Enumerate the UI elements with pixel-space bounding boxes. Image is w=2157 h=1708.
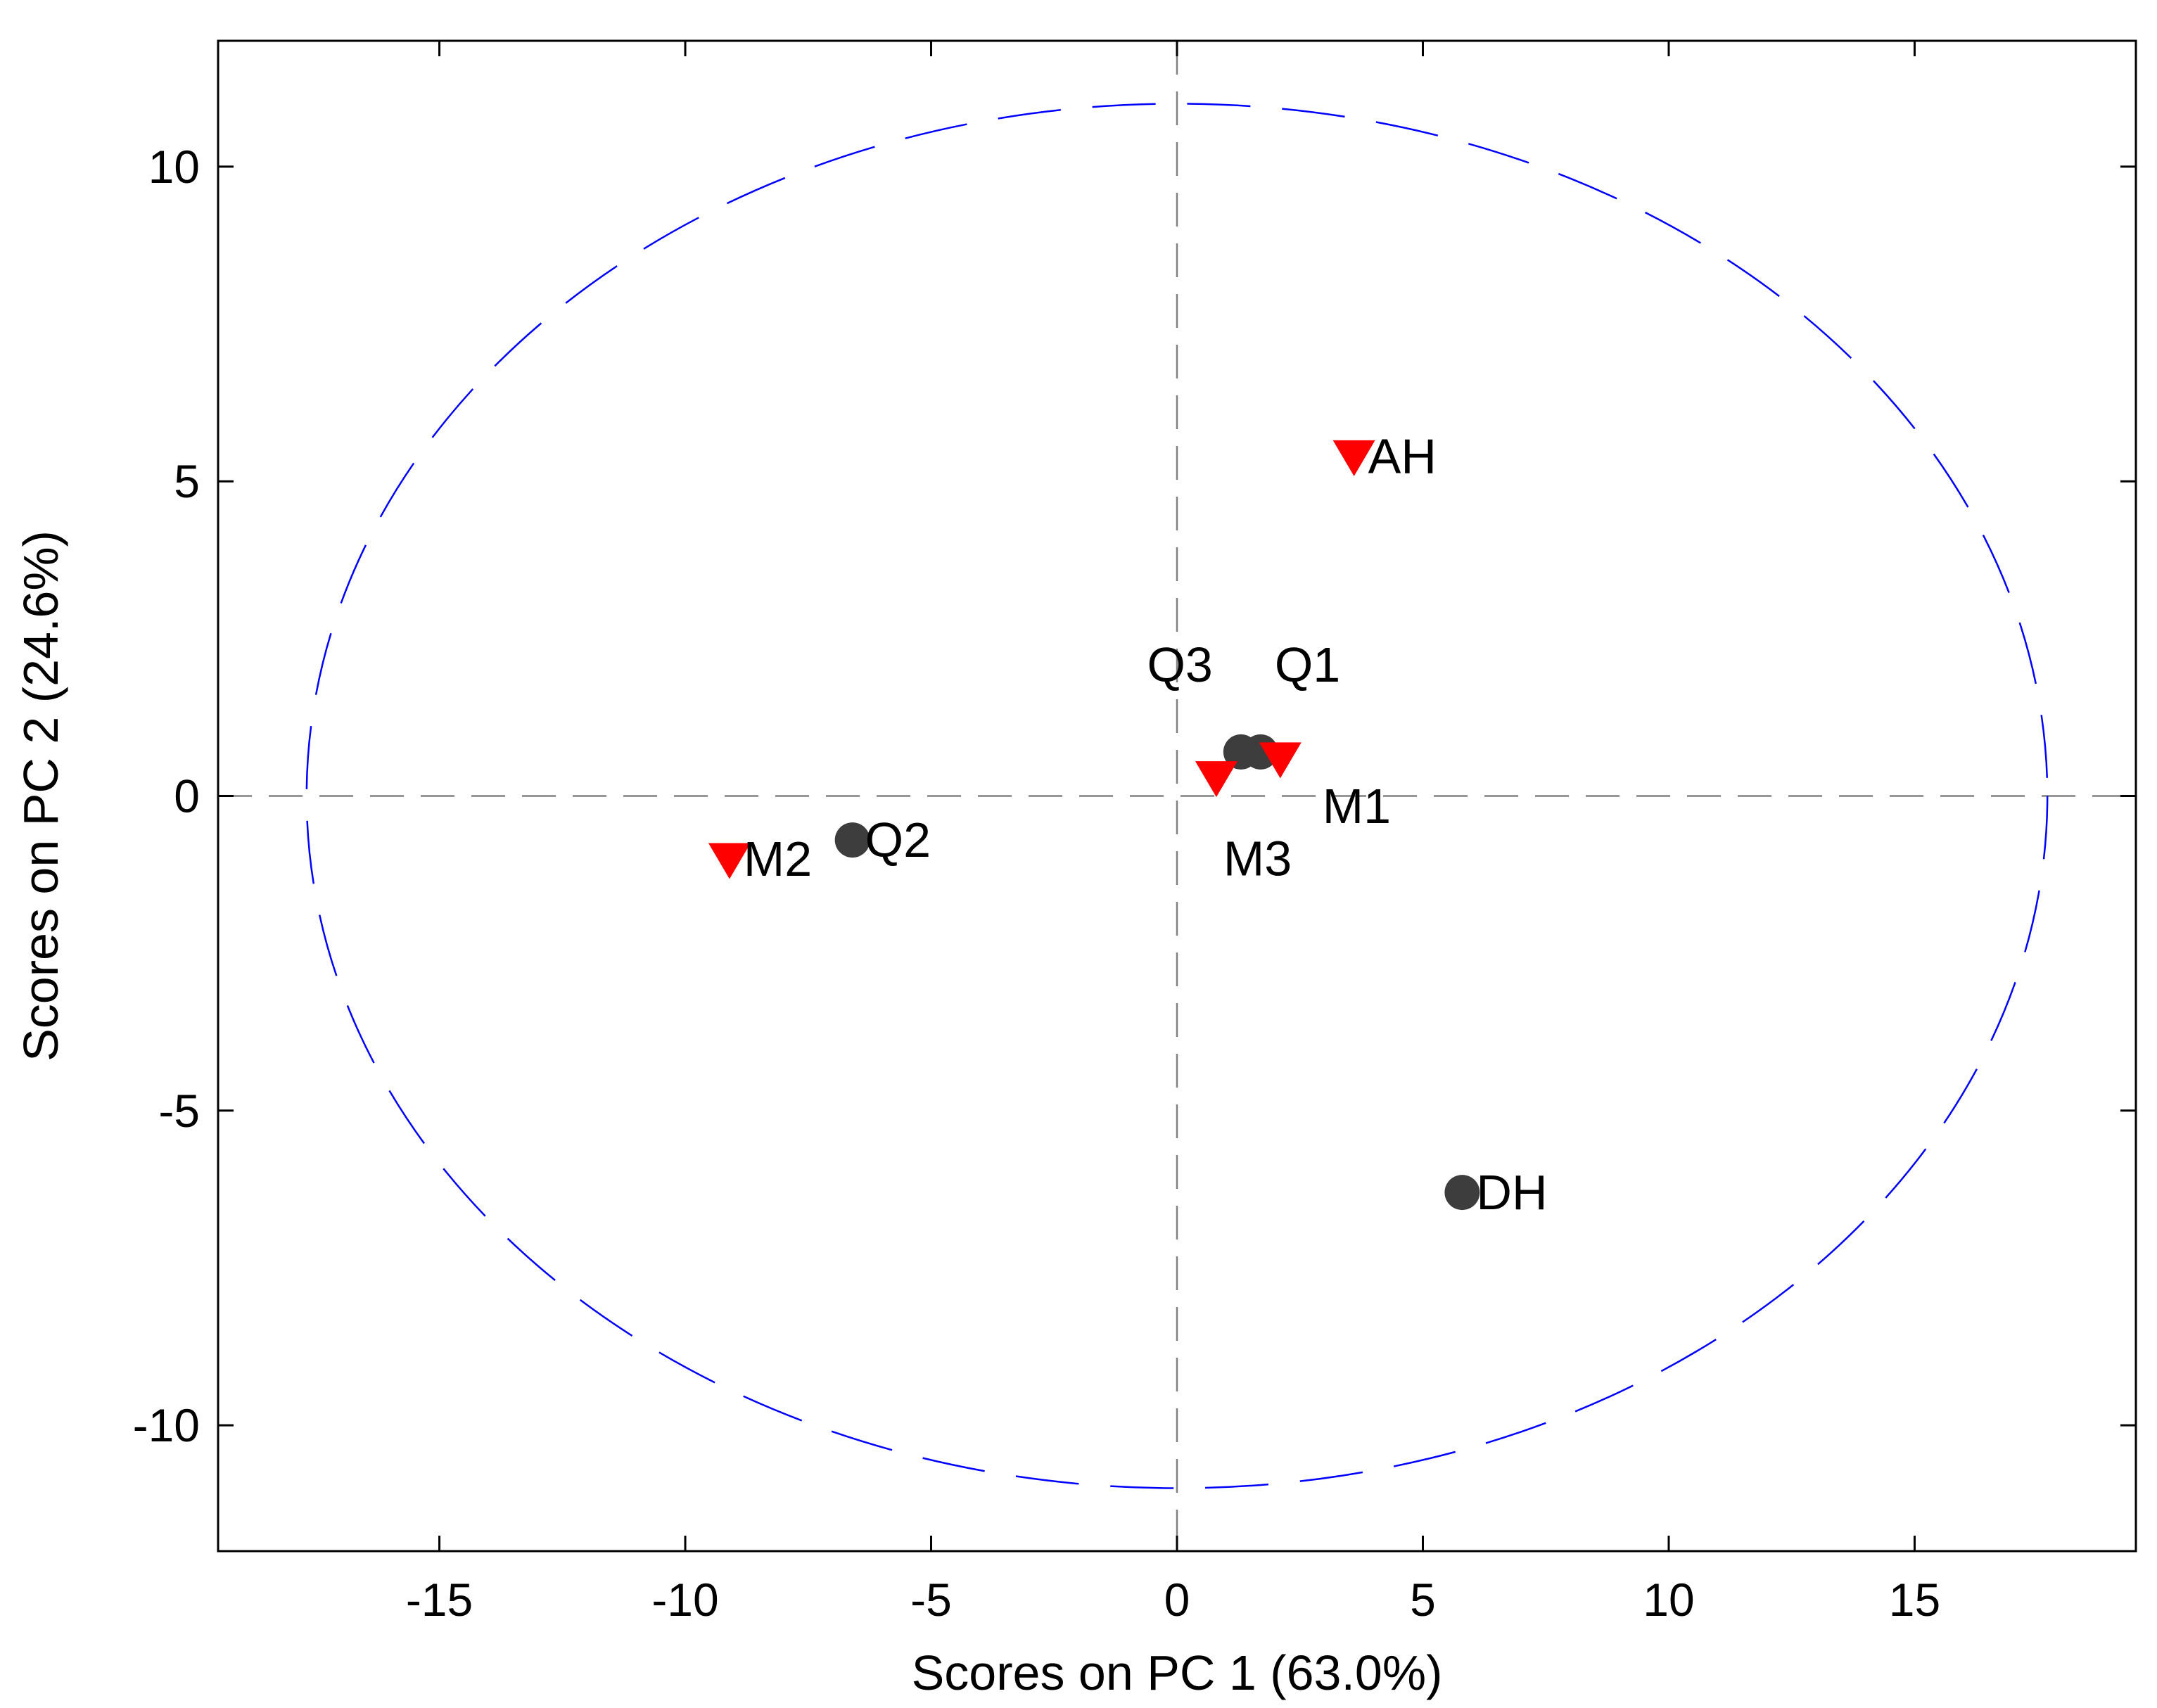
point-label-q3: Q3 [1147,637,1212,692]
x-tick-label: 0 [1164,1574,1190,1626]
confidence-ellipse [305,103,2049,1489]
x-axis-title: Scores on PC 1 (63.0%) [912,1645,1443,1700]
y-tick-label: -5 [158,1085,200,1137]
y-tick-label: 10 [148,141,200,193]
point-label-m1: M1 [1323,779,1391,834]
y-tick-label: 5 [174,455,200,507]
x-tick-label: -15 [406,1574,473,1626]
point-label-dh: DH [1476,1165,1547,1220]
reference-lines [218,41,2136,1551]
x-tick-labels: -15 -10 -5 0 5 10 15 [406,1574,1940,1626]
x-tick-label: 5 [1410,1574,1436,1626]
confidence-ellipse-group [305,103,2049,1489]
y-tick-label: 0 [174,770,200,822]
x-tick-label: 15 [1889,1574,1940,1626]
point-label-m3: M3 [1223,831,1292,886]
data-points [708,440,1480,1211]
point-marker-q2 [834,822,870,858]
y-tick-label: -10 [133,1399,200,1451]
point-marker-m3 [1195,761,1237,798]
point-marker-dh [1444,1175,1480,1211]
point-marker-m2 [708,843,751,879]
point-labels: Q1 Q3 Q2 DH AH M1 M3 M2 [744,428,1548,1220]
x-tick-label: -5 [910,1574,952,1626]
point-label-ah: AH [1368,428,1437,483]
point-label-q2: Q2 [865,812,931,867]
y-tick-labels: -10 -5 0 5 10 [133,141,200,1451]
axis-ticks [218,41,2136,1551]
point-marker-ah [1332,440,1375,476]
point-label-q1: Q1 [1275,637,1340,692]
y-axis-title: Scores on PC 2 (24.6%) [13,530,68,1062]
x-tick-label: 10 [1643,1574,1694,1626]
point-marker-q3 [1223,734,1259,770]
plot-frame [217,39,2137,1553]
point-label-m2: M2 [744,831,812,886]
point-marker-m1 [1259,742,1302,779]
x-tick-label: -10 [651,1574,718,1626]
